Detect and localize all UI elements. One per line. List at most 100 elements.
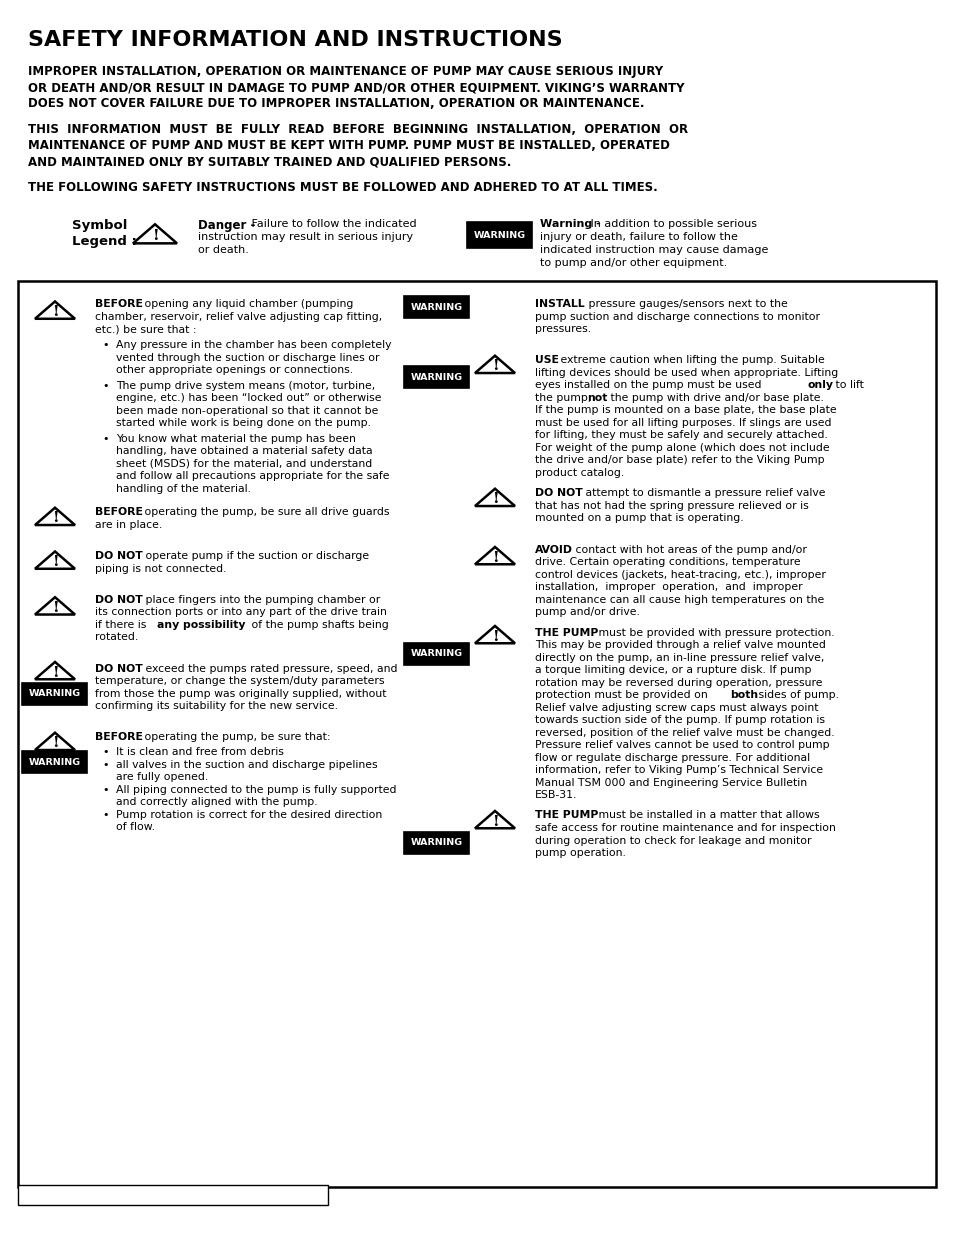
Text: BEFORE: BEFORE <box>95 508 143 517</box>
Text: its connection ports or into any part of the drive train: its connection ports or into any part of… <box>95 608 387 618</box>
Text: mounted on a pump that is operating.: mounted on a pump that is operating. <box>535 514 742 524</box>
Text: only: only <box>807 380 833 390</box>
Text: Symbol: Symbol <box>71 219 128 232</box>
Text: of the pump shafts being: of the pump shafts being <box>248 620 388 630</box>
Text: injury or death, failure to follow the: injury or death, failure to follow the <box>539 232 737 242</box>
Text: Pressure relief valves cannot be used to control pump: Pressure relief valves cannot be used to… <box>535 740 829 750</box>
Text: vented through the suction or discharge lines or: vented through the suction or discharge … <box>116 353 379 363</box>
Text: ESB-31.: ESB-31. <box>535 790 577 800</box>
Text: product catalog.: product catalog. <box>535 468 623 478</box>
Text: that has not had the spring pressure relieved or is: that has not had the spring pressure rel… <box>535 500 808 511</box>
Text: THIS  INFORMATION  MUST  BE  FULLY  READ  BEFORE  BEGINNING  INSTALLATION,  OPER: THIS INFORMATION MUST BE FULLY READ BEFO… <box>28 124 687 136</box>
Text: pressures.: pressures. <box>535 324 591 333</box>
Text: are fully opened.: are fully opened. <box>116 772 208 782</box>
Text: operating the pump, be sure all drive guards: operating the pump, be sure all drive gu… <box>141 508 389 517</box>
Text: DO NOT: DO NOT <box>95 663 143 673</box>
Text: !: ! <box>491 359 497 373</box>
Text: Relief valve adjusting screw caps must always point: Relief valve adjusting screw caps must a… <box>535 703 818 713</box>
Text: •: • <box>102 760 109 769</box>
Text: WARNING: WARNING <box>29 758 81 767</box>
Text: for lifting, they must be safely and securely attached.: for lifting, they must be safely and sec… <box>535 430 827 440</box>
Text: from those the pump was originally supplied, without: from those the pump was originally suppl… <box>95 688 386 699</box>
Polygon shape <box>35 732 75 750</box>
Text: confirming its suitability for the new service.: confirming its suitability for the new s… <box>95 701 337 711</box>
Text: must be provided with pressure protection.: must be provided with pressure protectio… <box>595 627 834 637</box>
Text: control devices (jackets, heat-tracing, etc.), improper: control devices (jackets, heat-tracing, … <box>535 569 825 579</box>
Text: towards suction side of the pump. If pump rotation is: towards suction side of the pump. If pum… <box>535 715 824 725</box>
Text: a torque limiting device, or a rupture disk. If pump: a torque limiting device, or a rupture d… <box>535 664 811 676</box>
Text: must be used for all lifting purposes. If slings are used: must be used for all lifting purposes. I… <box>535 417 831 427</box>
Text: of flow.: of flow. <box>116 823 154 832</box>
Text: etc.) be sure that :: etc.) be sure that : <box>95 324 196 333</box>
Text: BEFORE: BEFORE <box>95 732 143 742</box>
Bar <box>18 282 935 1187</box>
Text: pump and/or drive.: pump and/or drive. <box>535 606 639 618</box>
Polygon shape <box>35 598 75 615</box>
Text: •: • <box>102 380 109 390</box>
Text: •: • <box>102 433 109 443</box>
Text: or death.: or death. <box>198 245 249 254</box>
Text: WARNING: WARNING <box>474 231 525 240</box>
Text: WARNING: WARNING <box>411 650 462 658</box>
Text: DO NOT: DO NOT <box>535 488 582 498</box>
Text: Legend :: Legend : <box>71 235 136 248</box>
Text: to pump and/or other equipment.: to pump and/or other equipment. <box>539 258 726 268</box>
Text: all valves in the suction and discharge pipelines: all valves in the suction and discharge … <box>116 760 377 769</box>
Text: been made non-operational so that it cannot be: been made non-operational so that it can… <box>116 406 378 416</box>
Polygon shape <box>132 225 177 243</box>
Text: !: ! <box>491 493 497 506</box>
Bar <box>18 1186 328 1205</box>
Text: WARNING: WARNING <box>411 303 462 311</box>
Text: the pump with drive and/or base plate.: the pump with drive and/or base plate. <box>606 393 823 403</box>
Text: !: ! <box>491 630 497 643</box>
Text: pressure gauges/sensors next to the: pressure gauges/sensors next to the <box>584 299 787 309</box>
Text: protection must be provided on: protection must be provided on <box>535 690 711 700</box>
Text: opening any liquid chamber (pumping: opening any liquid chamber (pumping <box>141 299 353 309</box>
Text: are in place.: are in place. <box>95 520 162 530</box>
Text: both: both <box>729 690 758 700</box>
Text: •: • <box>102 341 109 351</box>
Text: WARNING: WARNING <box>411 839 462 847</box>
Text: and correctly aligned with the pump.: and correctly aligned with the pump. <box>116 798 317 808</box>
Text: reversed, position of the relief valve must be changed.: reversed, position of the relief valve m… <box>535 727 834 737</box>
Text: Pump rotation is correct for the desired direction: Pump rotation is correct for the desired… <box>116 810 382 820</box>
Text: Any pressure in the chamber has been completely: Any pressure in the chamber has been com… <box>116 341 391 351</box>
Text: This may be provided through a relief valve mounted: This may be provided through a relief va… <box>535 640 825 650</box>
Text: the drive and/or base plate) refer to the Viking Pump: the drive and/or base plate) refer to th… <box>535 456 823 466</box>
Text: rotation may be reversed during operation, pressure: rotation may be reversed during operatio… <box>535 678 821 688</box>
Text: DO NOT: DO NOT <box>95 551 143 561</box>
Text: temperature, or change the system/duty parameters: temperature, or change the system/duty p… <box>95 676 384 685</box>
Polygon shape <box>35 508 75 525</box>
Text: installation,  improper  operation,  and  improper: installation, improper operation, and im… <box>535 582 801 592</box>
Text: directly on the pump, an in-line pressure relief valve,: directly on the pump, an in-line pressur… <box>535 652 823 662</box>
Text: Danger -: Danger - <box>198 219 255 232</box>
Text: eyes installed on the pump must be used: eyes installed on the pump must be used <box>535 380 764 390</box>
Text: INSTALL: INSTALL <box>535 299 584 309</box>
Text: instruction may result in serious injury: instruction may result in serious injury <box>198 232 413 242</box>
Text: OR DEATH AND/OR RESULT IN DAMAGE TO PUMP AND/OR OTHER EQUIPMENT. VIKING’S WARRAN: OR DEATH AND/OR RESULT IN DAMAGE TO PUMP… <box>28 82 684 94</box>
Text: WARNING: WARNING <box>411 373 462 382</box>
Bar <box>23 683 88 704</box>
Text: Manual TSM 000 and Engineering Service Bulletin: Manual TSM 000 and Engineering Service B… <box>535 778 806 788</box>
Text: •: • <box>102 747 109 757</box>
Text: IMPROPER INSTALLATION, OPERATION OR MAINTENANCE OF PUMP MAY CAUSE SERIOUS INJURY: IMPROPER INSTALLATION, OPERATION OR MAIN… <box>28 65 662 78</box>
Text: and follow all precautions appropriate for the safe: and follow all precautions appropriate f… <box>116 472 389 482</box>
Text: SECTION  TSM  212      ISSUE   F          PAGE 2  OF  9: SECTION TSM 212 ISSUE F PAGE 2 OF 9 <box>26 1187 294 1197</box>
Text: extreme caution when lifting the pump. Suitable: extreme caution when lifting the pump. S… <box>557 356 824 366</box>
Text: drive. Certain operating conditions, temperature: drive. Certain operating conditions, tem… <box>535 557 800 567</box>
Text: contact with hot areas of the pump and/or: contact with hot areas of the pump and/o… <box>572 545 806 555</box>
Text: the pump,: the pump, <box>535 393 595 403</box>
Text: DO NOT: DO NOT <box>95 595 143 605</box>
Text: flow or regulate discharge pressure. For additional: flow or regulate discharge pressure. For… <box>535 752 809 762</box>
Text: sides of pump.: sides of pump. <box>754 690 838 700</box>
Polygon shape <box>475 626 515 643</box>
Text: !: ! <box>51 556 58 569</box>
Text: It is clean and free from debris: It is clean and free from debris <box>116 747 284 757</box>
Text: any possibility: any possibility <box>157 620 245 630</box>
Text: !: ! <box>152 230 158 243</box>
Text: handling of the material.: handling of the material. <box>116 484 251 494</box>
Text: The pump drive system means (motor, turbine,: The pump drive system means (motor, turb… <box>116 380 375 390</box>
Text: operating the pump, be sure that:: operating the pump, be sure that: <box>141 732 330 742</box>
Bar <box>404 296 469 317</box>
Text: THE PUMP: THE PUMP <box>535 810 598 820</box>
